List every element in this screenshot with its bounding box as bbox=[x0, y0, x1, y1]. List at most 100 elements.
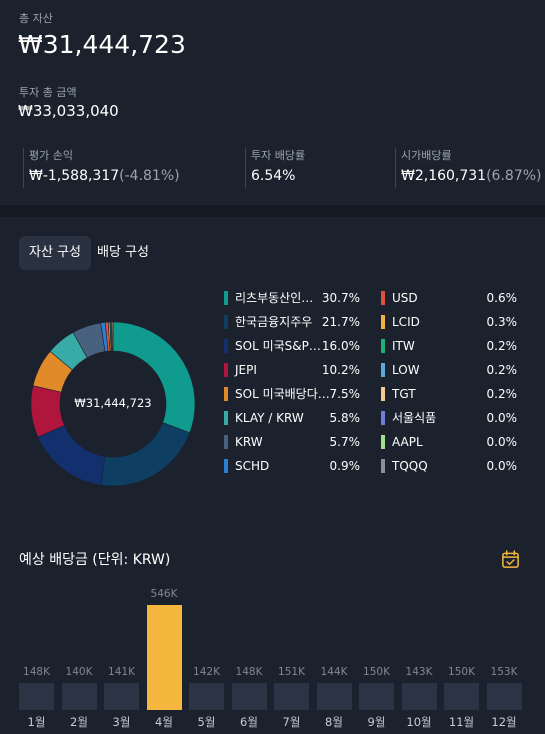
donut-slice[interactable] bbox=[37, 424, 106, 486]
stat-label: 시가배당률 bbox=[401, 149, 452, 162]
stat-value: ₩-1,588,317(-4.81%) bbox=[29, 168, 180, 184]
legend-name: USD bbox=[392, 291, 418, 305]
dividend-bar[interactable] bbox=[19, 683, 54, 710]
legend-name: SOL 미국S&P… bbox=[235, 339, 321, 353]
month-label: 3월 bbox=[112, 715, 131, 729]
legend-swatch bbox=[224, 339, 228, 353]
dividend-bar[interactable] bbox=[274, 683, 309, 710]
bar-value-label: 148K bbox=[235, 666, 263, 678]
legend-swatch bbox=[381, 459, 385, 473]
legend-percent: 7.5% bbox=[329, 387, 361, 401]
legend-name: 리츠부동산인… bbox=[235, 291, 314, 305]
dividend-bar[interactable] bbox=[486, 683, 522, 710]
month-label: 1월 bbox=[27, 715, 46, 729]
donut-slice[interactable] bbox=[111, 321, 114, 352]
invest-total-label: 투자 총 금액 bbox=[19, 86, 77, 99]
legend-swatch bbox=[224, 315, 228, 329]
allocation-donut-chart bbox=[30, 321, 196, 487]
legend-item: ITW 0.2% bbox=[381, 337, 517, 355]
legend-name: SOL 미국배당다… bbox=[235, 387, 330, 401]
legend-swatch bbox=[381, 315, 385, 329]
legend-percent: 0.2% bbox=[486, 339, 518, 353]
legend-swatch bbox=[224, 411, 228, 425]
tab-asset-composition[interactable]: 자산 구성 bbox=[19, 236, 91, 270]
legend-name: LOW bbox=[392, 363, 420, 377]
dividend-bar[interactable] bbox=[316, 683, 352, 710]
month-label: 2월 bbox=[70, 715, 88, 729]
legend-name: KLAY / KRW bbox=[235, 411, 304, 425]
legend-name: LCID bbox=[392, 315, 420, 329]
legend-name: 한국금융지주우 bbox=[235, 315, 313, 329]
summary-panel bbox=[0, 0, 545, 205]
total-assets-label: 총 자산 bbox=[19, 12, 53, 25]
legend-name: JEPI bbox=[235, 363, 257, 377]
legend-name: TQQQ bbox=[392, 459, 428, 473]
bar-value-label: 546K bbox=[150, 588, 178, 600]
legend-percent: 5.8% bbox=[329, 411, 361, 425]
dividend-bar[interactable] bbox=[146, 605, 182, 710]
legend-swatch bbox=[224, 291, 228, 305]
legend-item: KLAY / KRW 5.8% bbox=[224, 409, 360, 427]
legend-item: TGT 0.2% bbox=[381, 385, 517, 403]
legend-item: 리츠부동산인… 30.7% bbox=[224, 289, 360, 307]
bar-value-label: 151K bbox=[278, 666, 305, 678]
legend-swatch bbox=[224, 435, 228, 449]
dividend-bar[interactable] bbox=[189, 683, 224, 710]
legend-name: KRW bbox=[235, 435, 263, 449]
legend-percent: 0.0% bbox=[486, 435, 518, 449]
legend-percent: 0.6% bbox=[486, 291, 518, 305]
legend-item: LCID 0.3% bbox=[381, 313, 517, 331]
legend-percent: 21.7% bbox=[321, 315, 360, 329]
legend-item: LOW 0.2% bbox=[381, 361, 517, 379]
bar-value-label: 140K bbox=[65, 666, 93, 678]
stat-label: 평가 손익 bbox=[29, 149, 73, 162]
bar-value-label: 143K bbox=[405, 666, 433, 678]
legend-name: SCHD bbox=[235, 459, 270, 473]
month-label: 7월 bbox=[282, 715, 301, 729]
legend-name: 서울식품 bbox=[392, 411, 437, 425]
donut-slice[interactable] bbox=[112, 321, 196, 434]
tab-dividend-composition[interactable]: 배당 구성 bbox=[97, 245, 149, 260]
legend-item: KRW 5.7% bbox=[224, 433, 360, 451]
legend-percent: 0.2% bbox=[486, 387, 518, 401]
stat-profit-loss: 평가 손익 ₩-1,588,317(-4.81%) bbox=[23, 148, 180, 188]
legend-name: AAPL bbox=[392, 435, 423, 449]
stat-value: 6.54% bbox=[251, 168, 296, 184]
legend-percent: 30.7% bbox=[321, 291, 360, 305]
month-label: 10월 bbox=[406, 715, 432, 729]
dividend-bar[interactable] bbox=[359, 683, 394, 710]
legend-item: SOL 미국배당다… 7.5% bbox=[224, 385, 360, 403]
legend-item: SOL 미국S&P… 16.0% bbox=[224, 337, 360, 355]
total-assets-value: ₩31,444,723 bbox=[18, 30, 186, 59]
legend-swatch bbox=[224, 387, 228, 401]
legend-item: 서울식품 0.0% bbox=[381, 409, 517, 427]
calendar-check-icon[interactable] bbox=[501, 550, 520, 569]
dividend-bar[interactable] bbox=[401, 683, 437, 710]
legend-swatch bbox=[381, 363, 385, 377]
bar-value-label: 153K bbox=[490, 666, 518, 678]
legend-swatch bbox=[381, 435, 385, 449]
bar-value-label: 150K bbox=[448, 666, 475, 678]
dividend-bar[interactable] bbox=[444, 683, 479, 710]
month-label: 12월 bbox=[491, 715, 517, 729]
legend-item: AAPL 0.0% bbox=[381, 433, 517, 451]
stat-invest-dividend-rate: 투자 배당률 6.54% bbox=[245, 148, 305, 188]
dividend-section-title: 예상 배당금 (단위: KRW) bbox=[19, 552, 171, 568]
dividend-bar[interactable] bbox=[104, 683, 139, 710]
month-label: 6월 bbox=[240, 715, 258, 729]
legend-percent: 0.9% bbox=[329, 459, 361, 473]
bar-value-label: 144K bbox=[320, 666, 348, 678]
dividend-bar[interactable] bbox=[61, 683, 97, 710]
legend-item: TQQQ 0.0% bbox=[381, 457, 517, 475]
dividend-bar[interactable] bbox=[231, 683, 267, 710]
legend-item: 한국금융지주우 21.7% bbox=[224, 313, 360, 331]
bar-value-label: 148K bbox=[23, 666, 50, 678]
legend-percent: 0.0% bbox=[486, 411, 518, 425]
legend-percent: 16.0% bbox=[321, 339, 360, 353]
month-label: 9월 bbox=[367, 715, 386, 729]
legend-item: JEPI 10.2% bbox=[224, 361, 360, 379]
legend-name: ITW bbox=[392, 339, 415, 353]
donut-slice[interactable] bbox=[100, 422, 191, 487]
legend-item: SCHD 0.9% bbox=[224, 457, 360, 475]
month-label: 8월 bbox=[325, 715, 343, 729]
